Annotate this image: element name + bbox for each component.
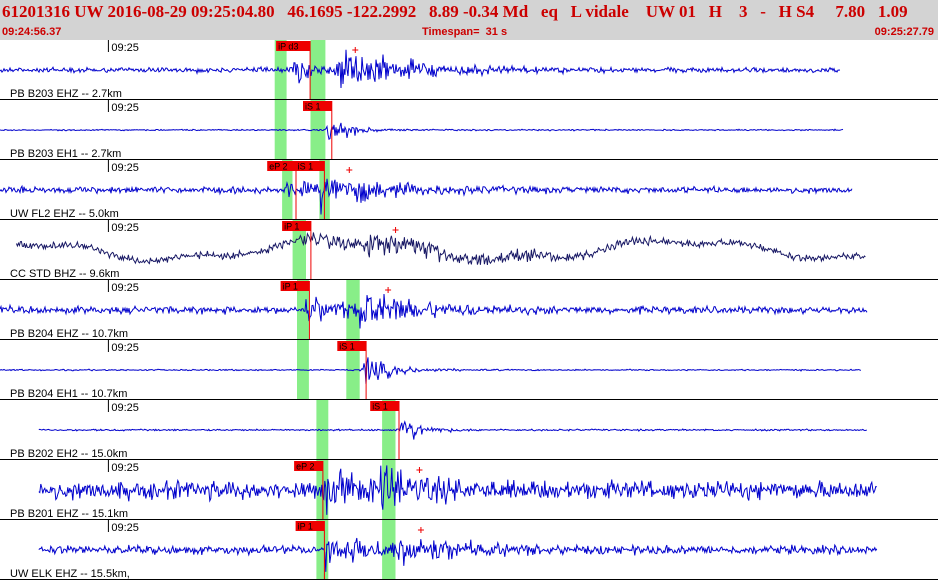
pick-flag xyxy=(267,161,296,171)
pick-label: iS 1 xyxy=(305,102,321,112)
station-label: PB B201 EHZ -- 15.1km xyxy=(10,508,128,520)
time-tick-label: 09:25 xyxy=(111,342,139,354)
station-label: UW FL2 EHZ -- 5.0km xyxy=(10,208,119,220)
time-tick-label: 09:25 xyxy=(111,162,139,174)
station-label: CC STD BHZ -- 9.6km xyxy=(10,268,119,280)
pick-label: iP 1 xyxy=(284,222,299,232)
seismogram-panel[interactable]: 09:25 iP d3 PB B203 EHZ -- 2.7km 09:25 iS 1 P… xyxy=(0,40,938,580)
pick-label: iS 1 xyxy=(372,402,388,412)
trace-panel: 09:25 iP d3 PB B203 EHZ -- 2.7km xyxy=(0,40,938,100)
pick-flag xyxy=(276,41,311,51)
station-label: PB B203 EH1 -- 2.7km xyxy=(10,148,121,160)
event-summary-title: 61201316 UW 2016-08-29 09:25:04.80 46.16… xyxy=(2,2,908,21)
time-tick-label: 09:25 xyxy=(111,282,139,294)
pick-window xyxy=(282,160,293,220)
trace-panel: 09:25 iP 1 PB B204 EHZ -- 10.7km xyxy=(0,280,938,340)
pick-label: eP 2 xyxy=(296,462,314,472)
station-label: PB B204 EHZ -- 10.7km xyxy=(10,328,128,340)
pick-flag xyxy=(303,101,332,111)
station-label: PB B202 EH2 -- 15.0km xyxy=(10,448,127,460)
pick-label: iP 1 xyxy=(283,282,298,292)
pick-flag xyxy=(295,161,325,171)
time-tick-label: 09:25 xyxy=(111,402,139,414)
pick-window xyxy=(316,520,329,580)
pick-flag xyxy=(280,281,310,291)
event-header: 61201316 UW 2016-08-29 09:25:04.80 46.16… xyxy=(0,0,938,40)
pick-label: iP 1 xyxy=(298,522,313,532)
pick-flag xyxy=(337,341,367,351)
pick-window xyxy=(310,40,326,100)
trace-panel: 09:25 eP 2 PB B201 EHZ -- 15.1km xyxy=(0,460,938,520)
time-tick-label: 09:25 xyxy=(111,222,139,234)
trace-panel: 09:25 iP 1 CC STD BHZ -- 9.6km xyxy=(0,220,938,280)
pick-label: iP d3 xyxy=(278,42,298,52)
trace-panel: 09:25 iS 1 PB B203 EH1 -- 2.7km xyxy=(0,100,938,160)
trace-panel: 09:25 eP 2 iS 1 UW FL2 EHZ -- 5.0km xyxy=(0,160,938,220)
pick-label: eP 2 xyxy=(269,162,287,172)
waveform xyxy=(0,178,853,215)
waveform xyxy=(0,293,868,329)
waveform xyxy=(15,232,866,265)
trace-panel: 09:25 iS 1 PB B202 EH2 -- 15.0km xyxy=(0,400,938,460)
coda-marker xyxy=(385,287,392,293)
pick-flag xyxy=(370,401,399,411)
waveform xyxy=(38,465,877,515)
coda-marker xyxy=(416,467,423,473)
time-tick-label: 09:25 xyxy=(111,102,139,114)
pick-flag xyxy=(282,221,311,231)
window-end-time: 09:25:27.79 xyxy=(874,26,934,38)
station-label: PB B203 EHZ -- 2.7km xyxy=(10,88,122,100)
pick-window xyxy=(292,220,306,280)
pick-label: iS 1 xyxy=(339,342,355,352)
time-tick-label: 09:25 xyxy=(111,42,139,54)
waveform xyxy=(0,357,862,385)
pick-window xyxy=(346,340,360,400)
pick-label: iS 1 xyxy=(298,162,314,172)
time-tick-label: 09:25 xyxy=(111,522,139,534)
waveform xyxy=(0,49,841,89)
waveform xyxy=(38,537,878,572)
station-label: PB B204 EH1 -- 10.7km xyxy=(10,388,127,400)
station-label: UW ELK EHZ -- 15.5km, xyxy=(10,568,130,580)
pick-flag xyxy=(294,461,323,471)
trace-panel: 09:25 iP 1 UW ELK EHZ -- 15.5km, xyxy=(0,520,938,580)
coda-marker xyxy=(392,227,399,233)
timespan-label: Timespan= 31 s xyxy=(422,26,508,38)
waveform xyxy=(38,420,868,440)
trace-panel: 09:25 iS 1 PB B204 EH1 -- 10.7km xyxy=(0,340,938,400)
waveform xyxy=(0,122,844,140)
time-tick-label: 09:25 xyxy=(111,462,139,474)
coda-marker xyxy=(346,167,353,173)
coda-marker xyxy=(417,527,424,533)
coda-marker xyxy=(352,47,359,53)
window-start-time: 09:24:56.37 xyxy=(2,26,62,38)
pick-flag xyxy=(295,521,325,531)
